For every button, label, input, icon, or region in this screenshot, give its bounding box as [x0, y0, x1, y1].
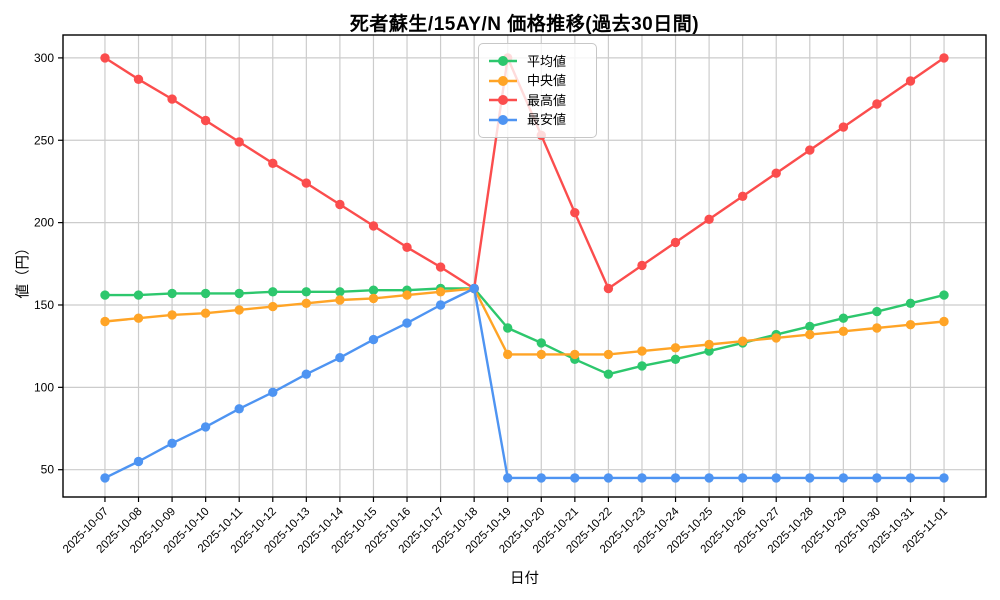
y-axis-label: 値（円）	[15, 240, 32, 299]
legend-marker-median	[489, 75, 517, 86]
gridlines	[63, 35, 986, 497]
x-tick-labels: 2025-10-072025-10-082025-10-092025-10-10…	[61, 505, 950, 556]
svg-text:250: 250	[34, 133, 54, 147]
svg-text:200: 200	[34, 216, 54, 230]
series-max	[100, 53, 949, 294]
svg-text:50: 50	[41, 463, 55, 477]
chart-title: 死者蘇生/15AY/N 価格推移(過去30日間)	[349, 14, 700, 35]
tick-marks	[58, 57, 945, 502]
legend-item-median: 中央値	[488, 74, 587, 87]
legend-item-min: 最安値	[488, 113, 587, 126]
legend-item-average: 平均値	[488, 55, 587, 68]
legend: 平均値中央値最高値最安値	[478, 43, 597, 138]
legend-label-max: 最高値	[527, 92, 567, 108]
legend-marker-max	[489, 95, 517, 106]
series-median	[100, 283, 949, 360]
legend-label-average: 平均値	[527, 53, 567, 69]
plot-border	[62, 34, 987, 498]
series-average	[100, 283, 949, 379]
legend-marker-min	[489, 114, 517, 125]
legend-item-max: 最高値	[488, 94, 587, 107]
svg-text:100: 100	[34, 380, 54, 394]
y-tick-labels: 50 100 150 200 250 300	[34, 51, 54, 477]
legend-label-min: 最安値	[527, 112, 567, 128]
svg-text:300: 300	[34, 51, 54, 65]
x-axis-label: 日付	[510, 571, 539, 587]
series-min	[100, 283, 949, 483]
legend-label-median: 中央値	[527, 73, 567, 89]
svg-text:150: 150	[34, 298, 54, 312]
legend-marker-average	[489, 56, 517, 67]
